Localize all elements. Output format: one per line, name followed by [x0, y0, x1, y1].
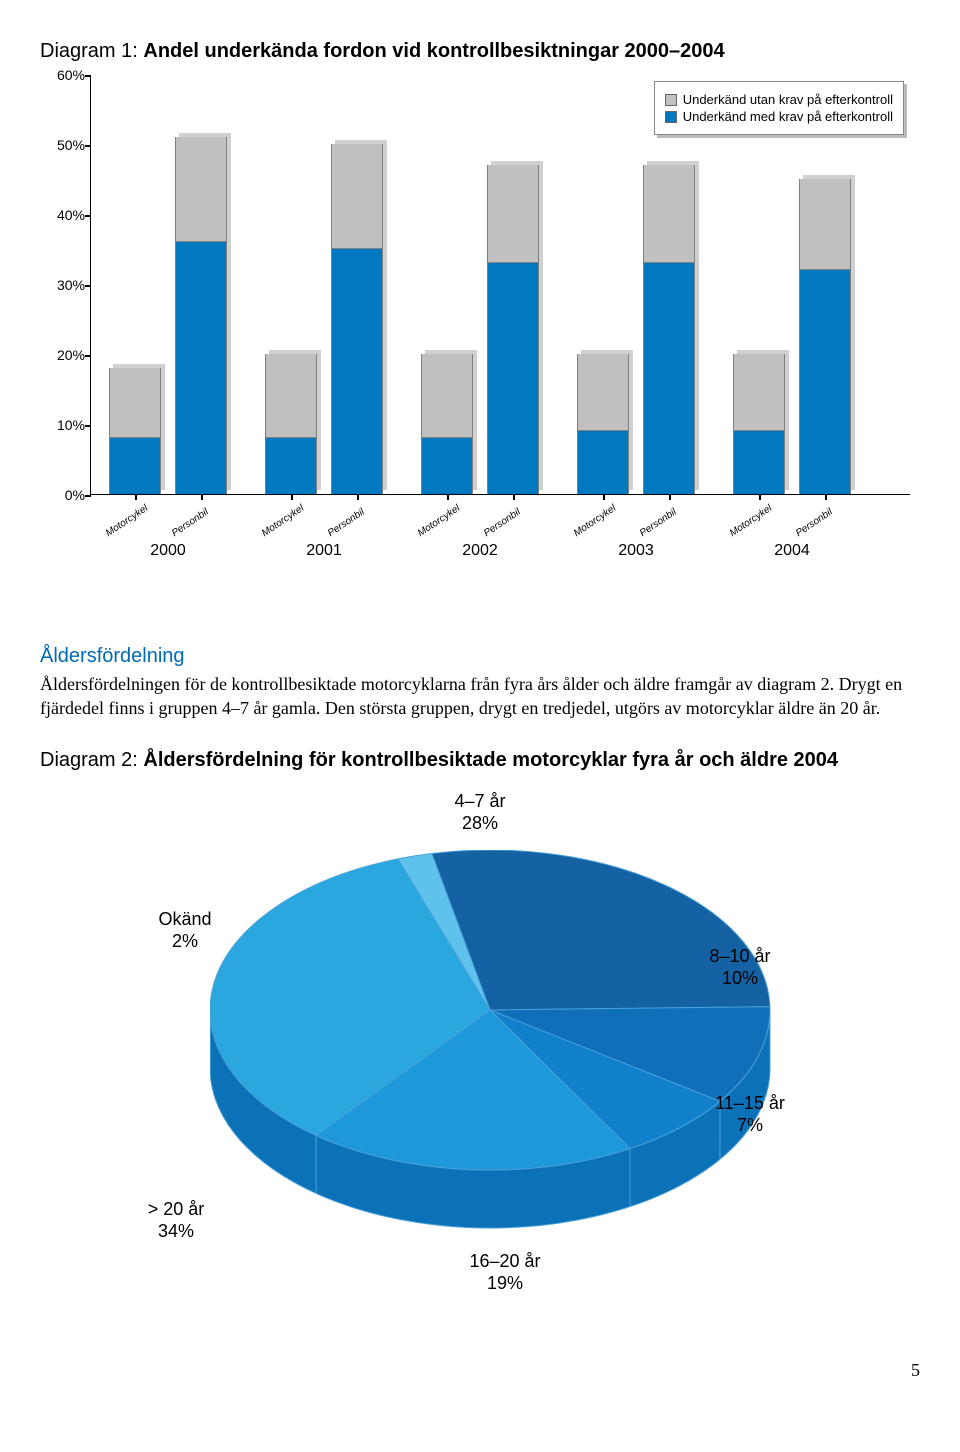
- pie-label: 11–15 år7%: [690, 1092, 810, 1137]
- diagram2-title-prefix: Diagram 2:: [40, 749, 143, 771]
- ytick-label: 60%: [47, 67, 85, 83]
- xlabel-category: Personbil: [326, 490, 392, 539]
- diagram2-title-bold: Åldersfördelning för kontrollbesiktade m…: [143, 749, 838, 771]
- diagram1-barchart: Underkänd utan krav på efterkontroll Und…: [40, 75, 920, 565]
- legend-row-med: Underkänd med krav på efterkontroll: [665, 109, 893, 124]
- bar: [643, 165, 695, 494]
- ytick-label: 50%: [47, 137, 85, 153]
- ytick-label: 10%: [47, 417, 85, 433]
- legend-swatch-med: [665, 111, 677, 123]
- xlabel-year: 2002: [421, 542, 539, 560]
- xlabel-category: Motorcykel: [416, 490, 482, 539]
- page-number: 5: [40, 1360, 920, 1381]
- ytick-label: 40%: [47, 207, 85, 223]
- section-heading: Åldersfördelning: [40, 645, 920, 668]
- bar: [265, 354, 317, 494]
- xlabel-category: Personbil: [170, 490, 236, 539]
- section-body: Åldersfördelningen för de kontrollbesikt…: [40, 672, 920, 721]
- diagram2-pie: 4–7 år28% 8–10 år10% 11–15 år7% 16–20 år19%…: [40, 790, 920, 1330]
- pie-label: 4–7 år28%: [420, 790, 540, 835]
- ytick-label: 30%: [47, 277, 85, 293]
- pie3d-svg: [210, 850, 774, 1232]
- pie-label: 16–20 år19%: [445, 1250, 565, 1295]
- diagram1-plot-area: Underkänd utan krav på efterkontroll Und…: [90, 75, 910, 495]
- bar: [799, 179, 851, 494]
- pie-label: > 20 år34%: [116, 1198, 236, 1243]
- legend-row-utan: Underkänd utan krav på efterkontroll: [665, 92, 893, 107]
- xlabel-category: Motorcykel: [260, 490, 326, 539]
- xlabel-year: 2003: [577, 542, 695, 560]
- diagram2-title: Diagram 2: Åldersfördelning för kontroll…: [40, 749, 920, 772]
- pie-label: Okänd2%: [125, 908, 245, 953]
- bar: [421, 354, 473, 494]
- bar: [109, 368, 161, 494]
- xlabel-year: 2001: [265, 542, 383, 560]
- diagram1-legend: Underkänd utan krav på efterkontroll Und…: [654, 81, 904, 135]
- xlabel-category: Personbil: [482, 490, 548, 539]
- xlabel-category: Personbil: [638, 490, 704, 539]
- xlabel-year: 2000: [109, 542, 227, 560]
- diagram1-title-bold: Andel underkända fordon vid kontrollbesi…: [143, 40, 724, 62]
- bar: [487, 165, 539, 494]
- ytick-label: 20%: [47, 347, 85, 363]
- bar: [577, 354, 629, 494]
- diagram1-title: Diagram 1: Andel underkända fordon vid k…: [40, 40, 920, 63]
- xlabel-year: 2004: [733, 542, 851, 560]
- ytick-label: 0%: [47, 487, 85, 503]
- legend-label-med: Underkänd med krav på efterkontroll: [683, 109, 893, 124]
- bar: [331, 144, 383, 494]
- legend-label-utan: Underkänd utan krav på efterkontroll: [683, 92, 893, 107]
- xlabel-category: Motorcykel: [728, 490, 794, 539]
- diagram1-title-prefix: Diagram 1:: [40, 40, 143, 62]
- bar: [733, 354, 785, 494]
- bar: [175, 137, 227, 494]
- pie-label: 8–10 år10%: [680, 945, 800, 990]
- legend-swatch-utan: [665, 94, 677, 106]
- xlabel-category: Motorcykel: [572, 490, 638, 539]
- xlabel-category: Personbil: [794, 490, 860, 539]
- xlabel-category: Motorcykel: [104, 490, 170, 539]
